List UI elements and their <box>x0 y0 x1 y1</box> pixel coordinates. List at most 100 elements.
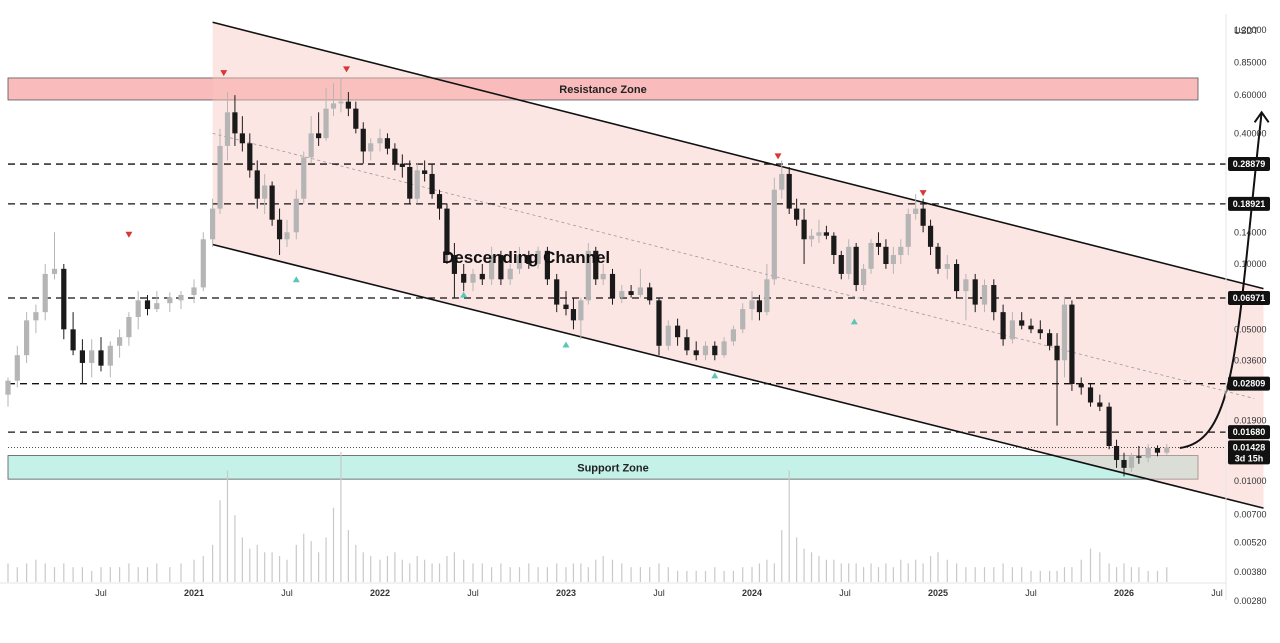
volume-bar <box>355 544 357 582</box>
candle-body <box>1136 456 1142 458</box>
price-tick-label: 0.03600 <box>1234 355 1267 365</box>
volume-bar <box>974 567 976 582</box>
candle-body <box>70 329 76 351</box>
candle-body <box>563 304 569 310</box>
volume-bar <box>446 556 448 582</box>
candle-body <box>1069 304 1075 384</box>
candle-body <box>79 350 85 363</box>
time-tick-label: 2023 <box>556 588 576 598</box>
candle-body <box>276 219 283 240</box>
time-tick-label: Jul <box>653 588 665 598</box>
candle-body <box>323 108 329 139</box>
volume-bar <box>394 552 396 582</box>
volume-bar <box>537 567 539 582</box>
candle-body <box>823 232 829 236</box>
time-axis[interactable]: Jul 2021 Jul 2022 Jul 2023 Jul 2024 Jul 2025 Jul 20… <box>0 582 1280 598</box>
candle-body <box>693 350 699 356</box>
candle-body <box>1028 325 1034 330</box>
price-tick-label: 0.60000 <box>1234 90 1267 100</box>
volume-bar <box>907 563 909 582</box>
pivot-high-marker <box>919 190 927 197</box>
candle-body <box>808 235 815 240</box>
volume-bar <box>362 552 364 582</box>
volume-bar <box>630 567 632 582</box>
volume-bar <box>587 567 589 582</box>
volume-bar <box>667 567 669 582</box>
volume-bar <box>325 537 327 582</box>
volume-bar <box>611 559 614 582</box>
volume-bar <box>1156 570 1159 582</box>
pivot-low-marker <box>562 341 570 348</box>
volume-bar <box>658 563 660 582</box>
candle-body <box>284 232 290 240</box>
volume-bar <box>1011 567 1013 582</box>
candle-body <box>905 213 911 247</box>
volume-bar <box>686 570 688 582</box>
candle-body <box>593 250 599 280</box>
volume-bar <box>528 563 530 582</box>
channel-lower-line <box>212 243 1264 509</box>
volume-bar <box>704 570 707 582</box>
time-tick-label: 2026 <box>1114 588 1134 598</box>
price-tick-label: 1.70000 <box>1234 0 1267 2</box>
price-level-badges: 0.28879 0.18921 0.06971 0.02809 0.01680 0.014… <box>1228 157 1270 465</box>
price-tick-label: 0.01900 <box>1234 416 1267 426</box>
current-price-badge <box>1228 440 1270 465</box>
volume-bar <box>803 548 805 582</box>
candle-body <box>898 246 904 256</box>
volume-bar <box>742 567 744 582</box>
price-tick-label: 0.00280 <box>1234 596 1267 606</box>
volume-bar <box>438 563 441 582</box>
candle-body <box>293 198 299 233</box>
price-tick-label: 0.85000 <box>1234 57 1267 67</box>
volume-bar <box>1039 570 1041 582</box>
volume-bar <box>386 556 389 582</box>
pivot-high-marker <box>220 70 228 77</box>
volume-bar <box>472 563 474 582</box>
time-tick-label: Jul <box>467 588 479 598</box>
candle-body <box>853 246 859 286</box>
projection-path <box>1179 110 1270 449</box>
volume-bar <box>751 567 753 582</box>
volume-bar <box>922 563 924 582</box>
candle-body <box>479 273 485 280</box>
price-tick-label: 0.00520 <box>1234 538 1267 548</box>
candle-body <box>600 273 606 280</box>
price-axis[interactable]: USDT 4.500003.300002.300001.700001.20000… <box>1225 0 1267 606</box>
volume-bar <box>546 567 548 582</box>
volume-bar <box>892 567 894 582</box>
time-tick-label: Jul <box>1211 588 1223 598</box>
candle-body <box>1097 402 1103 407</box>
volume-bar <box>35 559 37 582</box>
volume-bar <box>156 563 158 582</box>
volume-bar <box>983 567 986 582</box>
volume-bar <box>810 552 813 582</box>
candle-body <box>786 173 792 209</box>
volume-bar <box>332 507 335 582</box>
volume-bar <box>53 567 56 582</box>
volume-bar <box>1138 567 1140 582</box>
volume-bar <box>63 563 65 582</box>
volume-bar <box>1108 563 1110 582</box>
volume-bar <box>639 567 641 582</box>
candle-body <box>740 309 746 330</box>
candle-body <box>451 255 457 274</box>
volume-bar <box>44 563 46 582</box>
candle-body <box>1009 320 1015 340</box>
candle-body <box>262 185 268 199</box>
volume-bar <box>885 563 887 582</box>
volume-bar <box>621 563 623 582</box>
candle-body <box>1019 320 1025 326</box>
candlesticks[interactable] <box>5 77 1170 477</box>
candle-body <box>33 312 39 321</box>
candle-body <box>224 112 231 146</box>
volume-bar <box>572 563 575 582</box>
time-tick-label: Jul <box>839 588 851 598</box>
resistance-zone-label: Resistance Zone <box>559 84 646 96</box>
candle-body <box>944 264 950 269</box>
pivot-markers <box>125 66 927 379</box>
candle-body <box>353 108 359 129</box>
support-zone-label: Support Zone <box>577 462 649 474</box>
candle-body <box>1164 447 1170 453</box>
